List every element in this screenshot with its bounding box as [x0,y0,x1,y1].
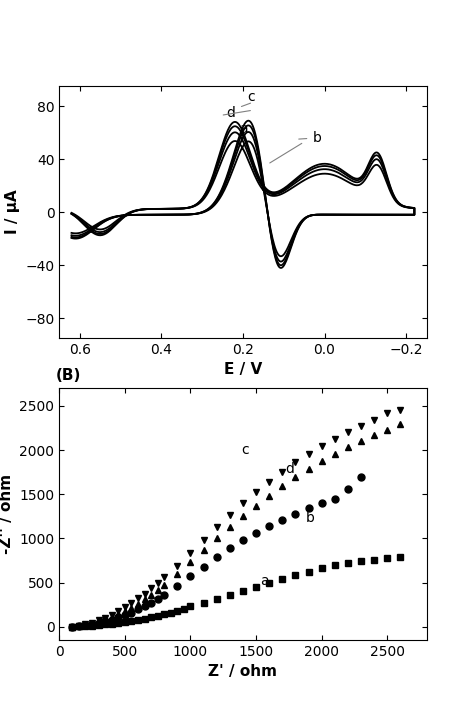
X-axis label: Z' / ohm: Z' / ohm [209,664,277,679]
Y-axis label: -Z'' / ohm: -Z'' / ohm [0,474,14,554]
Text: (B): (B) [55,368,81,383]
Text: c: c [242,443,249,457]
Text: b: b [299,131,321,145]
Text: c: c [247,90,255,104]
Text: b: b [306,510,315,525]
Text: d: d [285,462,294,476]
X-axis label: E / V: E / V [224,362,262,377]
Text: a: a [260,574,269,588]
Text: a: a [239,122,247,136]
Y-axis label: I / μA: I / μA [5,190,19,234]
Text: d: d [227,106,236,120]
